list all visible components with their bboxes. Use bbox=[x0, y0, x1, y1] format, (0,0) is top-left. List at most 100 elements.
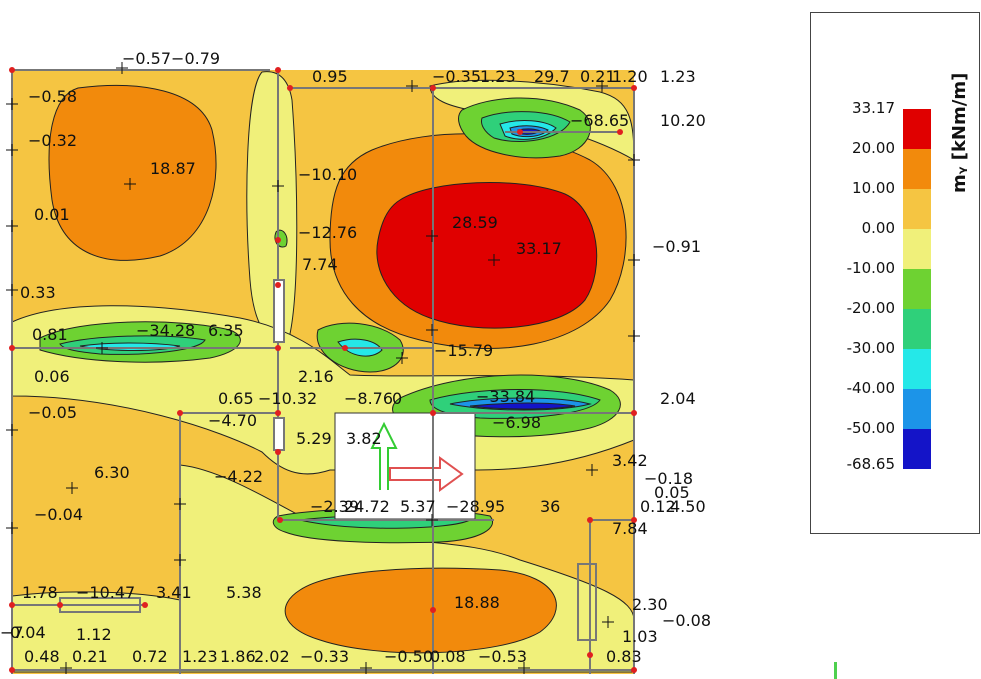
value-label: 6.30 bbox=[94, 463, 130, 482]
value-label: 5.37 bbox=[400, 497, 436, 516]
value-label: 1.20 bbox=[612, 67, 648, 86]
value-label: −0.91 bbox=[652, 237, 701, 256]
support-points bbox=[9, 67, 637, 673]
value-label: 2.04 bbox=[660, 389, 696, 408]
value-label: 0.81 bbox=[32, 325, 68, 344]
legend-swatch bbox=[903, 149, 931, 189]
contour-band bbox=[376, 182, 598, 329]
value-label: 5.38 bbox=[226, 583, 262, 602]
legend-swatch bbox=[903, 229, 931, 269]
value-label: 0.21 bbox=[580, 67, 616, 86]
legend-unit-label: mᵧ [kNm/m] bbox=[949, 73, 970, 193]
value-labels: −0.57−0.79 0.95 −0.35 1.23 29.7 0.21 1.2… bbox=[0, 49, 711, 666]
value-label: −68.65 bbox=[570, 111, 629, 130]
legend-swatch bbox=[903, 189, 931, 229]
value-label: 36 bbox=[540, 497, 560, 516]
value-label: 0.08 bbox=[430, 647, 466, 666]
value-label: −0.04 bbox=[34, 505, 83, 524]
value-label: 5.29 bbox=[296, 429, 332, 448]
value-label: 0.83 bbox=[606, 647, 642, 666]
value-label: −0.32 bbox=[28, 131, 77, 150]
value-label: 1.78 bbox=[22, 583, 58, 602]
value-label: 3.82 bbox=[346, 429, 382, 448]
legend-value: -20.00 bbox=[846, 299, 895, 317]
value-label: 0.06 bbox=[34, 367, 70, 386]
value-label: −0.53 bbox=[478, 647, 527, 666]
value-label: 6.35 bbox=[208, 321, 244, 340]
value-label: 1.23 bbox=[182, 647, 218, 666]
legend: 33.17 20.00 10.00 0.00 -10.00 -20.00 -30.00 -40… bbox=[810, 12, 980, 534]
legend-swatch bbox=[903, 429, 931, 469]
x-axis-arrow bbox=[389, 456, 464, 492]
value-label: 0.21 bbox=[72, 647, 108, 666]
value-label: 7.84 bbox=[612, 519, 648, 538]
value-label: −4.22 bbox=[214, 467, 263, 486]
value-label: −12.76 bbox=[298, 223, 357, 242]
legend-swatch bbox=[903, 109, 931, 149]
value-label: 7.74 bbox=[302, 255, 338, 274]
value-label: −7 bbox=[0, 623, 24, 642]
value-label: −10.32 bbox=[258, 389, 317, 408]
value-label: 2.30 bbox=[632, 595, 668, 614]
y-axis-arrow bbox=[370, 421, 398, 490]
value-label: 1.12 bbox=[76, 625, 112, 644]
legend-value: -30.00 bbox=[846, 339, 895, 357]
value-label: −4.70 bbox=[208, 411, 257, 430]
value-label: 2.16 bbox=[298, 367, 334, 386]
value-label: −34.28 bbox=[136, 321, 195, 340]
value-label: 1.86 bbox=[220, 647, 256, 666]
value-label: 3.41 bbox=[156, 583, 192, 602]
value-label: 0.12 bbox=[640, 497, 676, 516]
value-label: −6.98 bbox=[492, 413, 541, 432]
value-label: −15.79 bbox=[434, 341, 493, 360]
legend-swatch bbox=[903, 349, 931, 389]
contour-band bbox=[246, 71, 298, 343]
value-label: −0.18 bbox=[644, 469, 693, 488]
value-label: −0.58 bbox=[28, 87, 77, 106]
value-label: 1.23 bbox=[660, 67, 696, 86]
column-stub bbox=[577, 563, 597, 641]
axis-mark bbox=[834, 662, 837, 679]
value-label: 1.03 bbox=[622, 627, 658, 646]
value-label: −2.39 bbox=[310, 497, 359, 516]
legend-swatch bbox=[903, 269, 931, 309]
value-label: 0.01 bbox=[34, 205, 70, 224]
legend-value: -10.00 bbox=[846, 259, 895, 277]
contour-band bbox=[48, 84, 217, 261]
value-label: 1.23 bbox=[480, 67, 516, 86]
value-label: 24.72 bbox=[344, 497, 390, 516]
value-label: 0 bbox=[392, 389, 402, 408]
structure-lines bbox=[11, 69, 635, 674]
contour-band bbox=[284, 567, 557, 654]
value-label: 0.72 bbox=[132, 647, 168, 666]
legend-value: 0.00 bbox=[861, 219, 895, 237]
value-label: −33.84 bbox=[476, 387, 535, 406]
contour-band bbox=[469, 402, 576, 410]
value-label: 28.59 bbox=[452, 213, 498, 232]
value-label: −10.10 bbox=[298, 165, 357, 184]
value-label: 29.7 bbox=[534, 67, 570, 86]
value-label: 18.88 bbox=[454, 593, 500, 612]
value-label: −0.35 bbox=[432, 67, 481, 86]
value-label: 0.04 bbox=[10, 623, 46, 642]
value-label: 0.05 bbox=[654, 483, 690, 502]
legend-value: 33.17 bbox=[852, 99, 895, 117]
value-label: −0.08 bbox=[662, 611, 711, 630]
value-label: −10.47 bbox=[76, 583, 135, 602]
legend-value: 20.00 bbox=[852, 139, 895, 157]
value-label: 4.50 bbox=[670, 497, 706, 516]
value-label: −0.05 bbox=[28, 403, 77, 422]
legend-value: -50.00 bbox=[846, 419, 895, 437]
legend-bottom-value: -68.65 bbox=[846, 455, 895, 473]
value-label: 33.17 bbox=[516, 239, 562, 258]
legend-swatch bbox=[903, 309, 931, 349]
value-label: −0.50 bbox=[384, 647, 433, 666]
column-stub bbox=[273, 417, 285, 451]
value-label: 0.48 bbox=[24, 647, 60, 666]
grid-crosses bbox=[6, 62, 640, 674]
value-label: 18.87 bbox=[150, 159, 196, 178]
value-label: 0.33 bbox=[20, 283, 56, 302]
value-label: −0.57−0.79 bbox=[122, 49, 220, 68]
value-label: 10.20 bbox=[660, 111, 706, 130]
contour-plot: −0.57−0.79 0.95 −0.35 1.23 29.7 0.21 1.2… bbox=[0, 49, 711, 674]
